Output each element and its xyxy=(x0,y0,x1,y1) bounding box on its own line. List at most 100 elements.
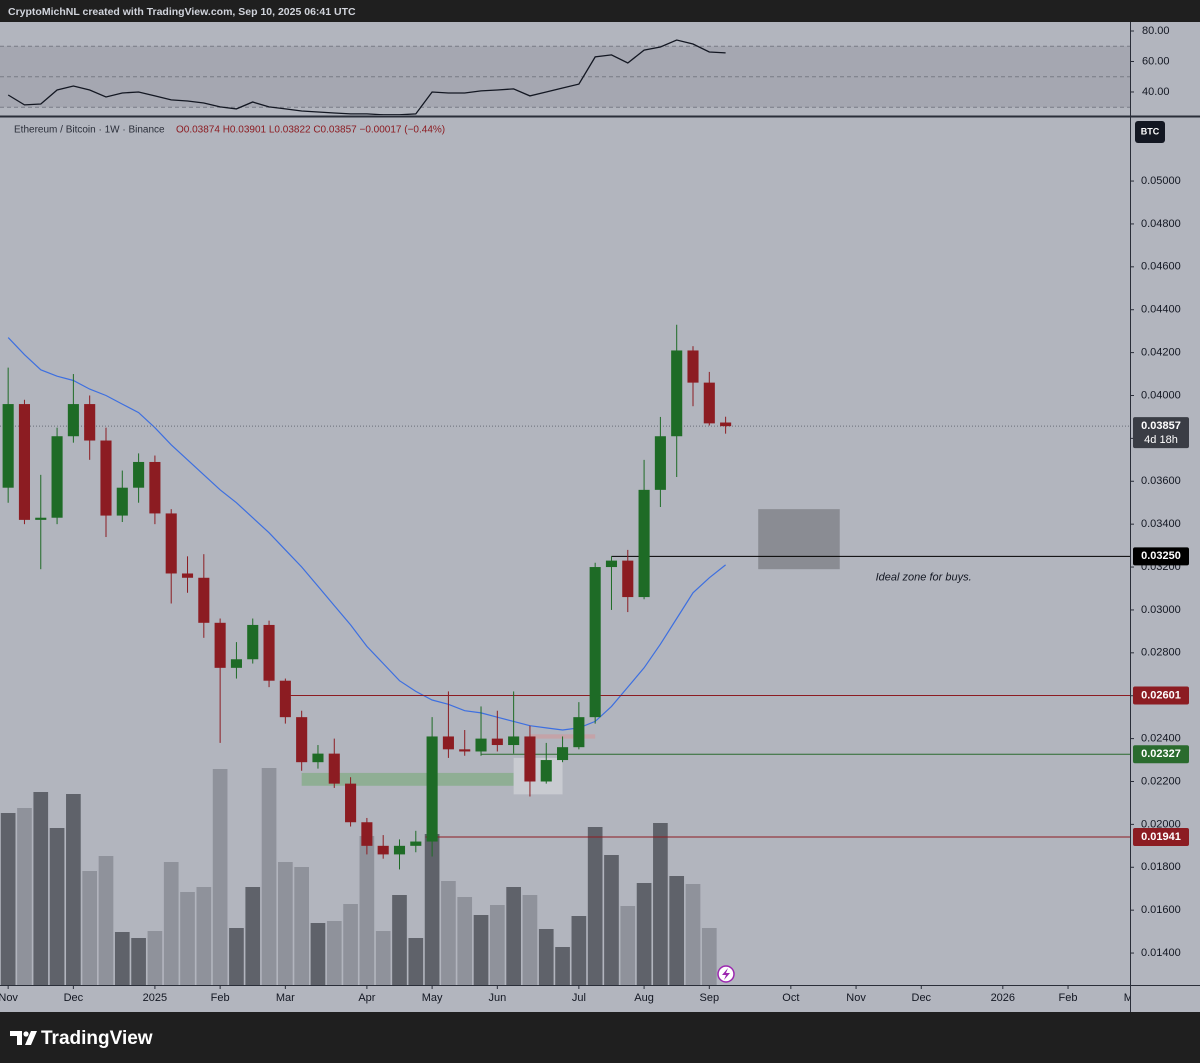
zone xyxy=(758,509,840,570)
candle-body xyxy=(638,489,650,598)
volume-bar xyxy=(441,881,456,985)
candle-body xyxy=(35,517,47,520)
candle-body xyxy=(393,845,406,855)
y-tick-label: 0.04800 xyxy=(1141,218,1181,230)
level-label: 0.02601 xyxy=(1141,689,1181,701)
x-tick-label: Sep xyxy=(700,992,720,1004)
volume-bar xyxy=(229,928,244,985)
y-tick-label: 0.03000 xyxy=(1141,604,1181,616)
candle-body xyxy=(540,760,552,782)
volume-bar xyxy=(506,887,521,985)
ohlc-legend: O0.03874 H0.03901 L0.03822 C0.03857 −0.0… xyxy=(176,125,445,136)
y-tick-label: 0.04600 xyxy=(1141,261,1181,273)
volume-bar xyxy=(180,892,195,985)
x-tick-label: Aug xyxy=(634,992,654,1004)
level-label: 0.03250 xyxy=(1141,550,1181,562)
x-tick-label: Mar xyxy=(276,992,295,1004)
footer-bar xyxy=(0,1012,1200,1063)
rsi-pane xyxy=(0,39,1130,115)
volume-bar xyxy=(294,867,309,985)
volume-bar xyxy=(49,828,65,985)
volume-bar xyxy=(653,823,668,985)
volume-bar xyxy=(17,808,32,985)
symbol: Ethereum / Bitcoin · 1W · Binance xyxy=(14,125,165,136)
volume-bar xyxy=(278,862,293,985)
y-tick-label: 0.04400 xyxy=(1141,304,1181,316)
candle-body xyxy=(312,753,324,763)
moving-average xyxy=(7,337,726,731)
candle-body xyxy=(426,736,438,842)
y-tick-label: 0.01800 xyxy=(1141,861,1181,873)
volume-bar xyxy=(245,887,261,985)
volume-bar xyxy=(114,932,130,985)
candle-body xyxy=(605,560,618,568)
candle-body xyxy=(100,440,112,516)
y-tick-label: 0.04000 xyxy=(1141,389,1181,401)
volume-bar xyxy=(33,792,49,985)
x-tick-label: Mar xyxy=(1124,992,1143,1004)
x-tick-label: 2026 xyxy=(991,992,1015,1004)
logo-dot xyxy=(23,1031,29,1037)
x-tick-label: Jul xyxy=(572,992,586,1004)
candle-body xyxy=(475,738,487,752)
candle-body xyxy=(328,753,340,784)
volume-bar xyxy=(163,862,179,985)
x-tick-label: Dec xyxy=(64,992,84,1004)
rsi-tick-label: 80.00 xyxy=(1142,25,1170,37)
volume-bar xyxy=(310,923,326,985)
candle-body xyxy=(508,736,520,746)
volume-bar xyxy=(587,827,603,985)
volume-bar xyxy=(457,897,473,985)
currency-box xyxy=(1135,121,1165,143)
axes: 80.00 60.00 40.00 0.01400 0.01600 0.01800 0.02… xyxy=(1130,25,1189,959)
volume-bar xyxy=(424,834,440,985)
main-pane: Ideal zone for buys. xyxy=(0,324,1130,985)
zone xyxy=(513,757,563,795)
candle-body xyxy=(410,841,422,846)
rsi-tick-label: 40.00 xyxy=(1142,86,1170,98)
y-tick-label: 0.02400 xyxy=(1141,733,1181,745)
candle-body xyxy=(524,736,536,782)
volume-bar xyxy=(555,947,570,985)
candle-body xyxy=(459,749,471,752)
level-label: 0.02327 xyxy=(1141,748,1181,760)
annotation: Ideal zone for buys. xyxy=(876,572,972,584)
volume-bar xyxy=(636,883,652,985)
candle-body xyxy=(116,487,128,516)
logo xyxy=(10,1031,37,1045)
volume-bar xyxy=(343,904,358,985)
candle-body xyxy=(557,747,569,761)
event-bolt xyxy=(722,968,730,980)
volume-bar xyxy=(147,931,163,985)
y-tick-label: 0.02800 xyxy=(1141,647,1181,659)
candle-body xyxy=(149,461,161,514)
y-tick-label: 0.01600 xyxy=(1141,904,1181,916)
volume-bar xyxy=(604,855,619,985)
candle-body xyxy=(377,845,389,855)
y-tick-label: 0.01400 xyxy=(1141,947,1181,959)
level-label: 0.01941 xyxy=(1141,831,1181,843)
y-tick-label: 0.03600 xyxy=(1141,475,1181,487)
candle-body xyxy=(703,382,715,424)
candle-body xyxy=(687,350,699,383)
candle-body xyxy=(720,422,732,427)
candle-body xyxy=(133,461,145,488)
volume-bar xyxy=(685,884,701,985)
volume-bar xyxy=(131,938,146,985)
rsi-tick-label: 60.00 xyxy=(1142,55,1170,67)
volume-bar xyxy=(489,905,505,985)
candle-body xyxy=(361,822,373,846)
footer-brand: TradingView xyxy=(41,1028,153,1049)
candle-body xyxy=(165,513,177,574)
y-tick-label: 0.04200 xyxy=(1141,347,1181,359)
volume-bar xyxy=(98,856,114,985)
x-tick-label: May xyxy=(422,992,443,1004)
volume-bar xyxy=(375,931,391,985)
level-label-box xyxy=(1133,547,1189,566)
x-tick-label: Dec xyxy=(912,992,932,1004)
y-tick-label: 0.03400 xyxy=(1141,518,1181,530)
header: CryptoMichNL created with TradingView.co… xyxy=(8,6,356,18)
candle-body xyxy=(230,659,242,668)
volume-bar xyxy=(538,929,554,985)
